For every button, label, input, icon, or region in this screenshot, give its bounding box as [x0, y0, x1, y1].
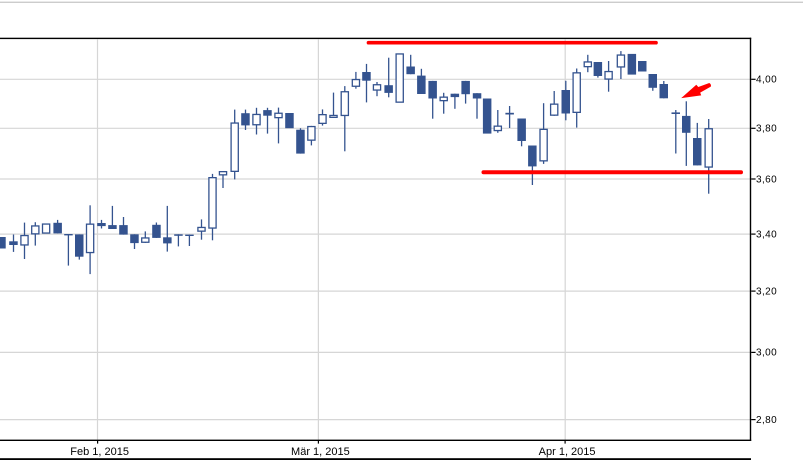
- svg-text:Mär 1, 2015: Mär 1, 2015: [291, 446, 350, 458]
- svg-text:3,20: 3,20: [756, 286, 777, 297]
- svg-text:3,40: 3,40: [756, 229, 777, 240]
- svg-text:Apr 1, 2015: Apr 1, 2015: [539, 446, 596, 458]
- svg-text:3,80: 3,80: [756, 124, 777, 135]
- svg-text:2,80: 2,80: [756, 415, 777, 426]
- svg-text:4,00: 4,00: [756, 75, 777, 86]
- svg-text:3,00: 3,00: [756, 348, 777, 359]
- svg-text:Feb 1, 2015: Feb 1, 2015: [70, 446, 129, 458]
- svg-text:3,60: 3,60: [756, 174, 777, 185]
